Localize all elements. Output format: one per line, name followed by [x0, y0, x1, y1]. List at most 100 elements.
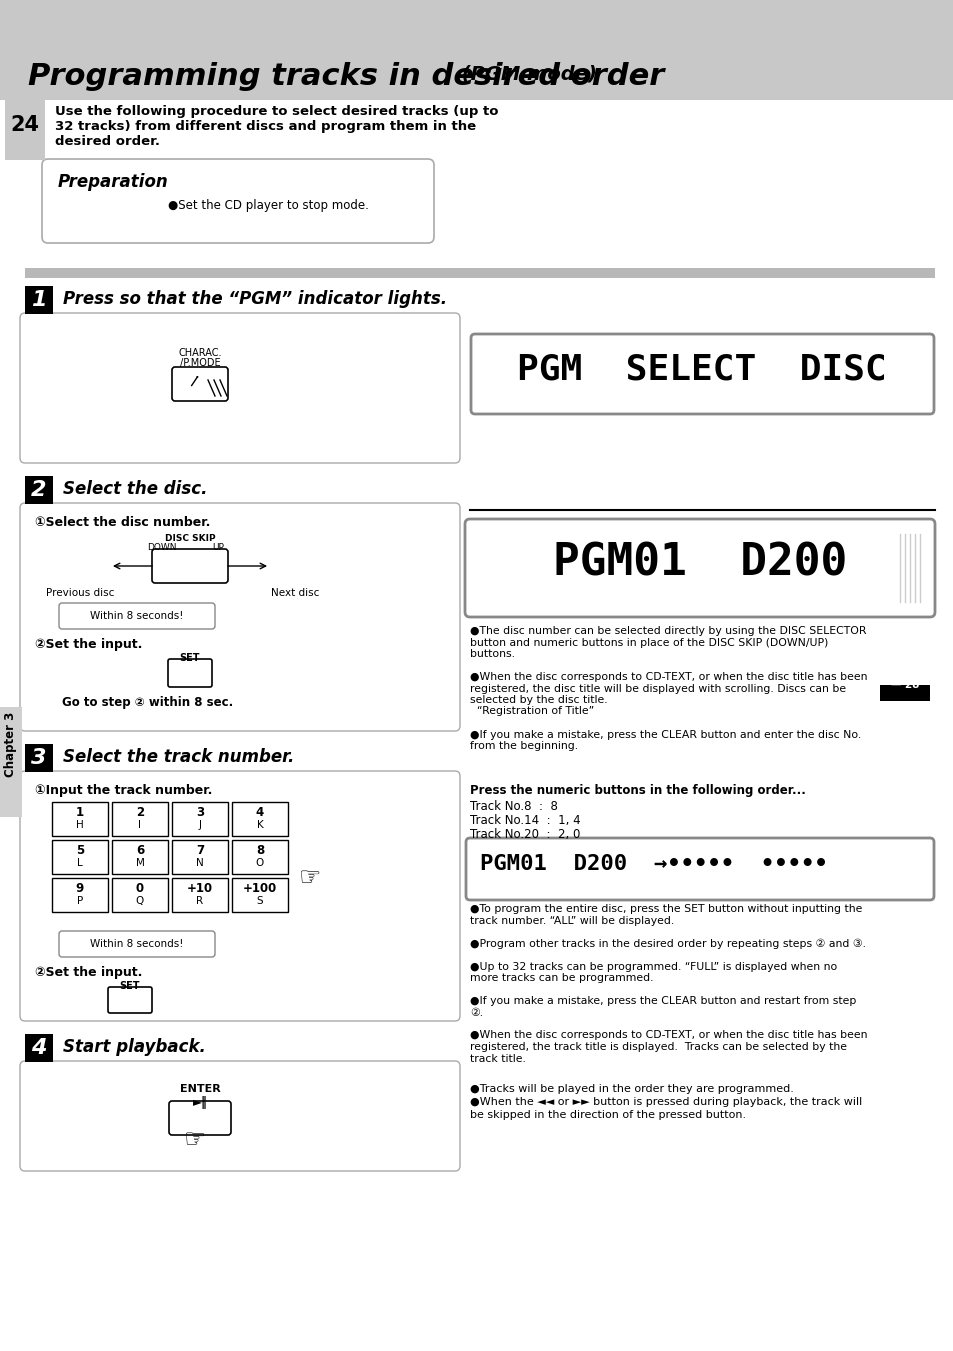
Bar [172, 802, 228, 836]
Bar [25, 476, 53, 504]
Text: Track No.14  :  1, 4: Track No.14 : 1, 4 [470, 815, 580, 827]
Text: registered, the track title is displayed.  Tracks can be selected by the: registered, the track title is displayed… [470, 1042, 846, 1052]
Text: 5: 5 [76, 844, 84, 857]
Text: H: H [76, 820, 84, 830]
Text: 4: 4 [31, 1038, 47, 1058]
Text: Use the following procedure to select desired tracks (up to: Use the following procedure to select de… [55, 105, 498, 118]
Text: DOWN: DOWN [147, 543, 176, 553]
Text: 6: 6 [135, 844, 144, 857]
Text: “Registration of Title”: “Registration of Title” [470, 707, 594, 716]
FancyArrowPatch shape [192, 377, 197, 385]
Text: ☞: ☞ [298, 866, 321, 890]
Text: DISC SKIP: DISC SKIP [165, 534, 215, 543]
Text: Select the disc.: Select the disc. [63, 480, 208, 499]
Text: Next disc: Next disc [271, 588, 319, 598]
Text: O: O [255, 858, 264, 867]
Bar [879, 685, 929, 701]
Text: M: M [135, 858, 144, 867]
Text: +100: +100 [243, 882, 276, 894]
Text: 24: 24 [10, 115, 39, 135]
Text: N: N [196, 858, 204, 867]
FancyBboxPatch shape [152, 549, 228, 584]
Text: 7: 7 [195, 844, 204, 857]
Bar [52, 840, 108, 874]
Text: K: K [256, 820, 263, 830]
FancyBboxPatch shape [169, 1101, 231, 1135]
FancyBboxPatch shape [20, 313, 459, 463]
Bar [52, 802, 108, 836]
Text: Previous disc: Previous disc [46, 588, 114, 598]
Bar [25, 286, 53, 313]
Bar [172, 878, 228, 912]
Bar [25, 1034, 53, 1062]
Text: ②Set the input.: ②Set the input. [35, 966, 142, 979]
Text: Programming tracks in desired order: Programming tracks in desired order [28, 62, 663, 91]
FancyBboxPatch shape [471, 334, 933, 413]
Text: track title.: track title. [470, 1054, 525, 1063]
Text: — 28: — 28 [890, 681, 919, 690]
Text: ●When the ◄◄ or ►► button is pressed during playback, the track will: ●When the ◄◄ or ►► button is pressed dur… [470, 1097, 862, 1106]
Text: Press so that the “PGM” indicator lights.: Press so that the “PGM” indicator lights… [63, 290, 447, 308]
Text: Chapter 3: Chapter 3 [5, 712, 17, 777]
FancyBboxPatch shape [42, 159, 434, 243]
Text: Go to step ② within 8 sec.: Go to step ② within 8 sec. [62, 696, 233, 709]
Text: UP: UP [212, 543, 224, 553]
Text: Track No.8  :  8: Track No.8 : 8 [470, 800, 558, 813]
Text: 3: 3 [31, 748, 47, 767]
Text: button and numeric buttons in place of the DISC SKIP (DOWN/UP): button and numeric buttons in place of t… [470, 638, 827, 647]
FancyBboxPatch shape [464, 519, 934, 617]
Text: ☞: ☞ [184, 1128, 206, 1152]
Text: ●If you make a mistake, press the CLEAR button and enter the disc No.: ●If you make a mistake, press the CLEAR … [470, 730, 861, 739]
Text: Select the track number.: Select the track number. [63, 748, 294, 766]
Text: Q: Q [135, 896, 144, 907]
Text: PGM01  D200  →•••••  •••••: PGM01 D200 →••••• ••••• [479, 854, 827, 874]
Text: ②.: ②. [470, 1008, 482, 1017]
Bar [232, 840, 288, 874]
Text: 3: 3 [195, 807, 204, 819]
FancyBboxPatch shape [59, 931, 214, 957]
Text: PGM  SELECT  DISC: PGM SELECT DISC [517, 353, 886, 386]
Text: 32 tracks) from different discs and program them in the: 32 tracks) from different discs and prog… [55, 120, 476, 132]
Text: Press the numeric buttons in the following order...: Press the numeric buttons in the followi… [470, 784, 805, 797]
Bar [232, 802, 288, 836]
Text: Preparation: Preparation [58, 173, 169, 190]
Text: ●When the disc corresponds to CD-TEXT, or when the disc title has been: ●When the disc corresponds to CD-TEXT, o… [470, 671, 866, 682]
Text: ●When the disc corresponds to CD-TEXT, or when the disc title has been: ●When the disc corresponds to CD-TEXT, o… [470, 1031, 866, 1040]
Text: Within 8 seconds!: Within 8 seconds! [91, 611, 184, 621]
Text: 1: 1 [76, 807, 84, 819]
Text: /P.MODE: /P.MODE [179, 358, 220, 367]
Text: ●Set the CD player to stop mode.: ●Set the CD player to stop mode. [168, 199, 369, 212]
FancyBboxPatch shape [108, 988, 152, 1013]
Text: (PGM mode): (PGM mode) [455, 65, 597, 84]
Text: from the beginning.: from the beginning. [470, 740, 578, 751]
Text: ●To program the entire disc, press the SET button without inputting the: ●To program the entire disc, press the S… [470, 904, 862, 915]
Bar [112, 802, 168, 836]
Bar [0, 0, 953, 100]
Text: track number. “ALL” will be displayed.: track number. “ALL” will be displayed. [470, 916, 674, 925]
Text: 2: 2 [31, 480, 47, 500]
Text: S: S [256, 896, 263, 907]
Text: SET: SET [120, 981, 140, 992]
Text: selected by the disc title.: selected by the disc title. [470, 694, 607, 705]
FancyBboxPatch shape [168, 659, 212, 688]
Text: SET: SET [179, 653, 200, 663]
Text: ●If you make a mistake, press the CLEAR button and restart from step: ●If you make a mistake, press the CLEAR … [470, 996, 856, 1006]
FancyBboxPatch shape [20, 771, 459, 1021]
Text: 0: 0 [135, 882, 144, 894]
Bar [112, 878, 168, 912]
Bar [112, 840, 168, 874]
Text: ①Select the disc number.: ①Select the disc number. [35, 516, 211, 530]
Text: PGM01  D200: PGM01 D200 [553, 542, 846, 585]
FancyBboxPatch shape [465, 838, 933, 900]
Text: P: P [77, 896, 83, 907]
Bar [0, 707, 22, 817]
Text: Track No.20  :  2, 0: Track No.20 : 2, 0 [470, 828, 579, 842]
Text: 4: 4 [255, 807, 264, 819]
Text: ►‖: ►‖ [193, 1096, 207, 1109]
Text: J: J [198, 820, 201, 830]
FancyBboxPatch shape [20, 503, 459, 731]
Text: ENTER: ENTER [179, 1084, 220, 1094]
FancyBboxPatch shape [172, 367, 228, 401]
Text: R: R [196, 896, 203, 907]
Text: ●Tracks will be played in the order they are programmed.: ●Tracks will be played in the order they… [470, 1084, 793, 1094]
